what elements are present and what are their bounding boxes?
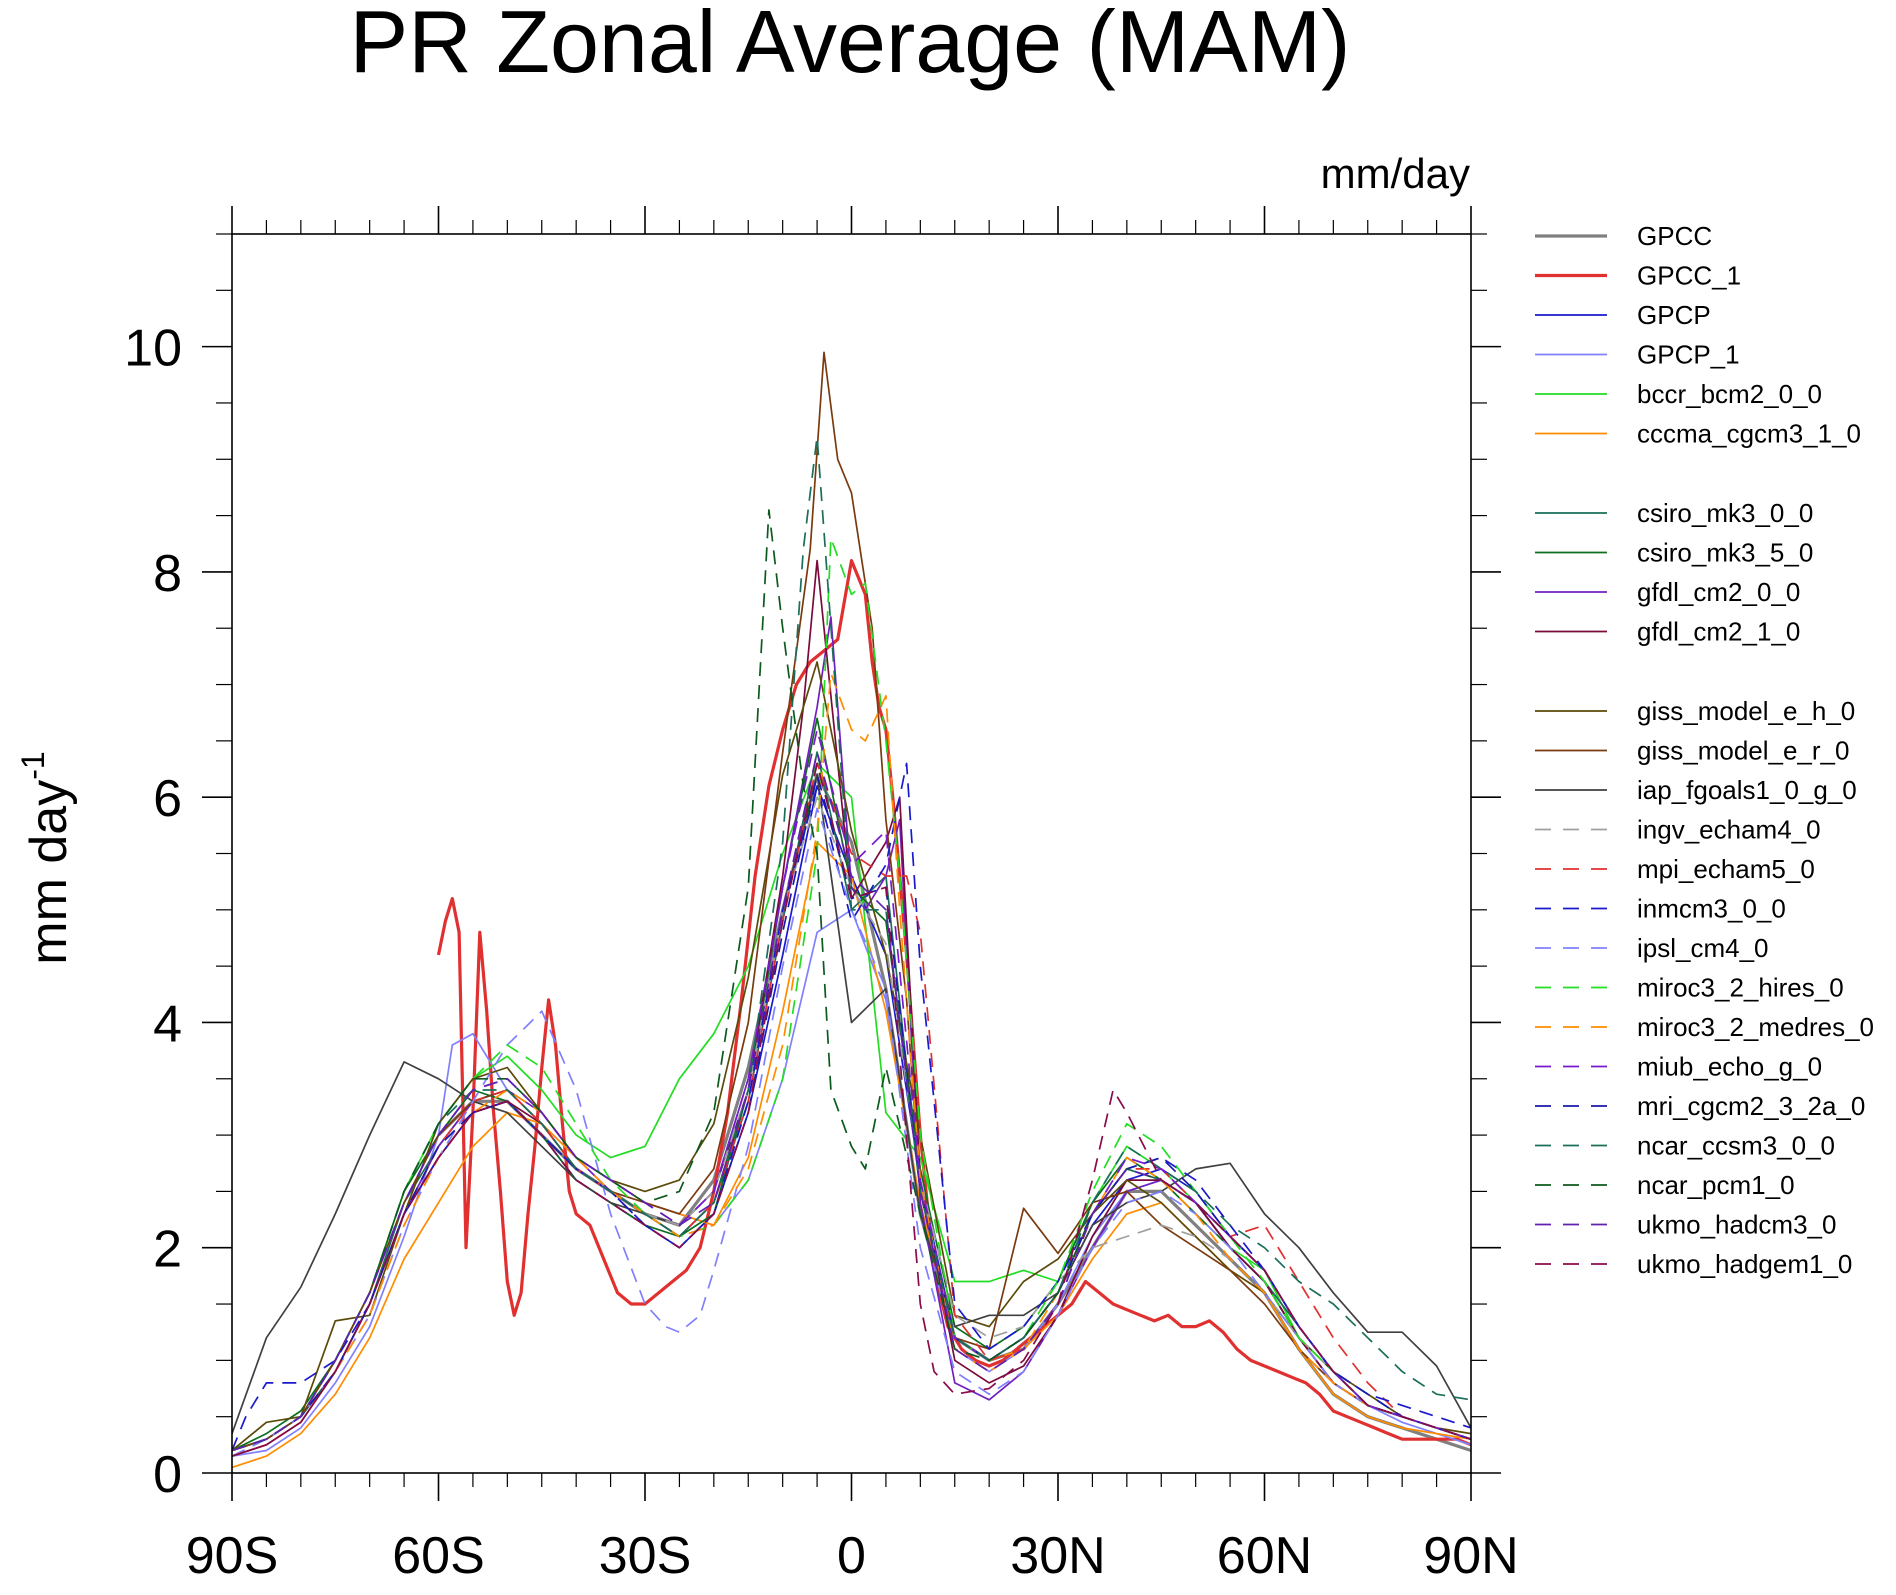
legend-label-gfdl-cm2-1-0: gfdl_cm2_1_0 [1637,617,1800,647]
chart-title: PR Zonal Average (MAM) [350,0,1351,91]
y-tick-label: 4 [153,995,182,1053]
series-line-bccr-bcm2-0-0 [232,762,1471,1452]
units-label: mm/day [1321,150,1470,197]
y-tick-label: 6 [153,770,182,828]
legend-label-ncar-pcm1-0: ncar_pcm1_0 [1637,1170,1795,1200]
series-line-mpi-echam5-0 [232,762,1471,1452]
legend-label-giss-model-e-h-0: giss_model_e_h_0 [1637,696,1855,726]
x-tick-label: 60N [1217,1527,1312,1585]
legend-label-mpi-echam5-0: mpi_echam5_0 [1637,854,1815,884]
y-tick-label: 8 [153,545,182,603]
legend-label-csiro-mk3-0-0: csiro_mk3_0_0 [1637,498,1813,528]
legend-label-ingv-echam4-0: ingv_echam4_0 [1637,815,1821,845]
series-line-csiro-mk3-0-0 [232,751,1471,1452]
svg-text:mm day-1: mm day-1 [15,751,78,964]
x-tick-label: 90S [186,1527,279,1585]
legend-label-miub-echo-g-0: miub_echo_g_0 [1637,1052,1822,1082]
legend-label-ncar-ccsm3-0-0: ncar_ccsm3_0_0 [1637,1131,1835,1161]
x-tick-label: 0 [837,1527,866,1585]
legend-label-GPCP-1: GPCP_1 [1637,340,1740,370]
axes: 90S 60S 30S 0 30N 60N 90N 0 2 4 6 8 10 [124,206,1519,1585]
legend-label-csiro-mk3-5-0: csiro_mk3_5_0 [1637,538,1813,568]
legend-label-ukmo-hadgem1-0: ukmo_hadgem1_0 [1637,1249,1852,1279]
series-line-gfdl-cm2-1-0 [232,559,1471,1457]
legend: GPCC GPCC_1 GPCP GPCP_1 bccr_bcm2_0_0 cccma_c… [1535,221,1874,1279]
series-layer [232,351,1471,1469]
series-line-inmcm3-0-0 [232,762,1471,1451]
y-axis-label: mm day-1 [15,751,78,964]
legend-label-cccma-cgcm3-1-0: cccma_cgcm3_1_0 [1637,419,1861,449]
y-tick-label: 0 [153,1446,182,1504]
legend-label-bccr-bcm2-0-0: bccr_bcm2_0_0 [1637,379,1822,409]
legend-label-miroc3-2-medres-0: miroc3_2_medres_0 [1637,1012,1874,1042]
legend-label-ukmo-hadcm3-0: ukmo_hadcm3_0 [1637,1210,1836,1240]
legend-label-GPCC: GPCC [1637,221,1712,251]
y-axis-label-exponent: -1 [15,751,51,779]
series-line-ukmo-hadgem1-0 [232,762,1471,1457]
y-tick-label: 10 [124,320,182,378]
x-tick-label: 30S [599,1527,692,1585]
series-line-ncar-pcm1-0 [232,509,1471,1452]
series-line-iap-fgoals1-0-g-0 [232,773,1471,1434]
legend-label-miroc3-2-hires-0: miroc3_2_hires_0 [1637,973,1844,1003]
x-tick-label: 90N [1423,1527,1518,1585]
legend-label-gfdl-cm2-0-0: gfdl_cm2_0_0 [1637,577,1800,607]
legend-label-inmcm3-0-0: inmcm3_0_0 [1637,894,1786,924]
series-line-ipsl-cm4-0 [232,807,1471,1457]
legend-label-giss-model-e-r-0: giss_model_e_r_0 [1637,736,1849,766]
series-line-miub-echo-g-0 [232,728,1471,1452]
legend-label-GPCP: GPCP [1637,300,1711,330]
x-tick-label: 60S [392,1527,485,1585]
series-line-miroc3-2-hires-0 [232,537,1471,1452]
y-tick-label: 2 [153,1221,182,1279]
legend-label-GPCC-1: GPCC_1 [1637,261,1741,291]
series-line-ukmo-hadcm3-0 [232,751,1471,1452]
series-line-ncar-ccsm3-0-0 [232,435,1471,1452]
series-line-miroc3-2-medres-0 [232,672,1471,1457]
series-line-giss-model-e-r-0 [232,351,1471,1452]
legend-label-mri-cgcm2-3-2a-0: mri_cgcm2_3_2a_0 [1637,1091,1865,1121]
y-axis-label-text: mm day [20,780,78,965]
legend-label-iap-fgoals1-0-g-0: iap_fgoals1_0_g_0 [1637,775,1857,805]
x-tick-label: 30N [1010,1527,1105,1585]
legend-label-ipsl-cm4-0: ipsl_cm4_0 [1637,933,1769,963]
